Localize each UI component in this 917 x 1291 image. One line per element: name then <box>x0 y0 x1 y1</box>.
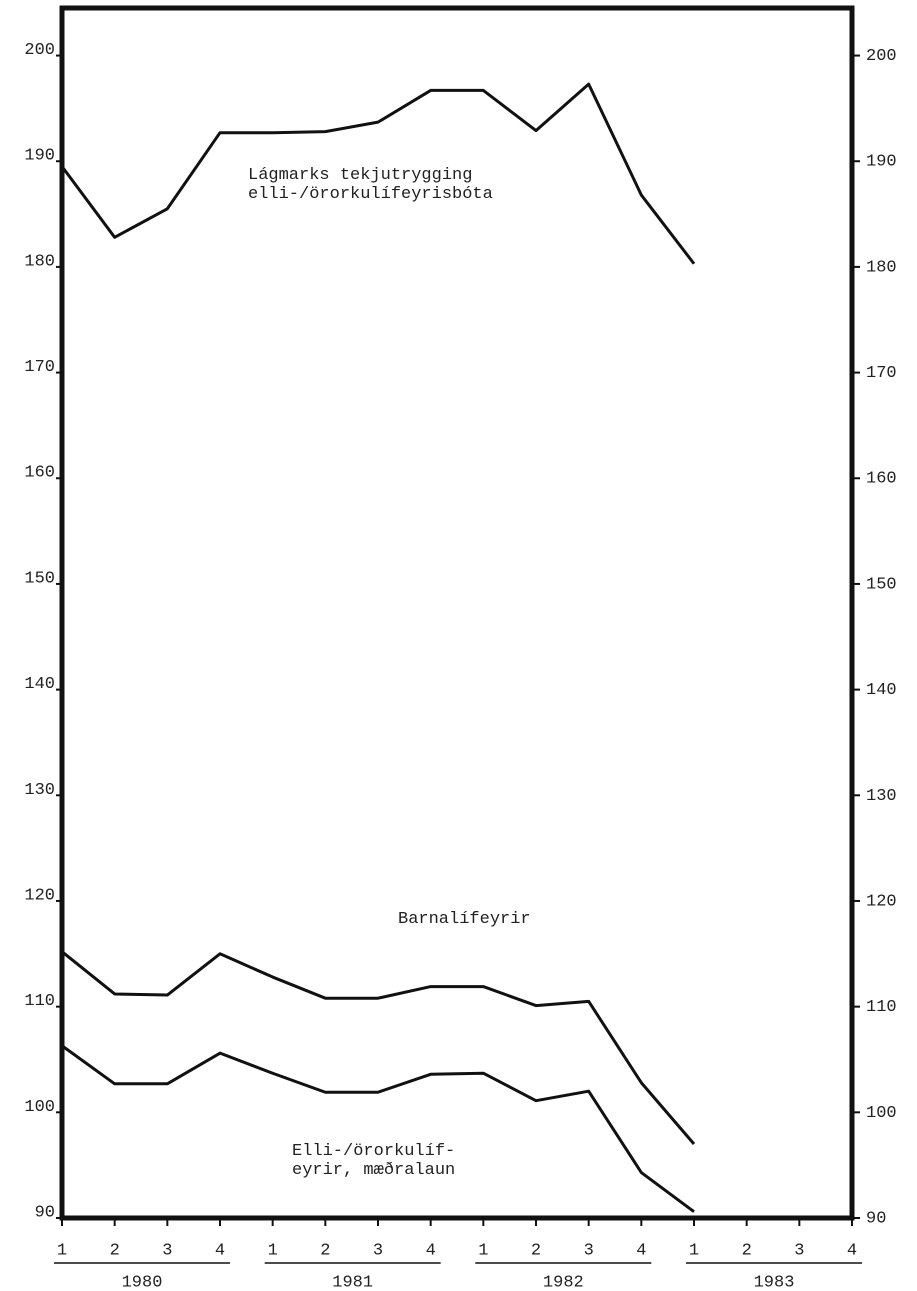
y2-tick-label: 160 <box>866 470 897 489</box>
x-tick-label: 2 <box>110 1241 120 1260</box>
y2-tick-label: 130 <box>866 787 897 806</box>
x-tick-label: 4 <box>426 1241 436 1260</box>
y-tick-label: 120 <box>24 886 55 905</box>
x-tick-label: 1 <box>57 1241 67 1260</box>
x-tick-label: 3 <box>162 1241 172 1260</box>
year-label: 1983 <box>754 1273 795 1291</box>
y-tick-label: 130 <box>24 781 55 800</box>
series-line <box>61 1044 695 1213</box>
x-tick-label: 4 <box>847 1241 857 1260</box>
series-line <box>61 950 696 1146</box>
y-tick-label: 170 <box>24 358 55 377</box>
y2-tick-label: 100 <box>866 1104 897 1123</box>
x-tick-label: 2 <box>320 1241 330 1260</box>
series-line <box>60 82 696 265</box>
y-tick-label: 190 <box>24 147 55 166</box>
y2-tick-label: 150 <box>866 575 897 594</box>
y-tick-label: 160 <box>24 464 55 483</box>
series-label: Lágmarks tekjutrygging elli-/örorkulífey… <box>248 166 493 204</box>
y2-tick-label: 190 <box>866 153 897 172</box>
series-label: Barnalífeyrir <box>398 910 531 929</box>
x-tick-label: 2 <box>531 1241 541 1260</box>
y2-tick-label: 200 <box>866 47 897 66</box>
y2-tick-label: 120 <box>866 892 897 911</box>
y2-tick-label: 170 <box>866 364 897 383</box>
x-tick-label: 4 <box>215 1241 225 1260</box>
y-tick-label: 200 <box>24 41 55 60</box>
plot-frame <box>59 5 855 1221</box>
y-tick-label: 180 <box>24 252 55 271</box>
x-tick-label: 1 <box>478 1241 488 1260</box>
x-tick-label: 2 <box>742 1241 752 1260</box>
x-tick-label: 4 <box>636 1241 646 1260</box>
y-tick-label: 100 <box>24 1098 55 1117</box>
x-tick-label: 3 <box>584 1241 594 1260</box>
x-tick-label: 3 <box>794 1241 804 1260</box>
series-label: Elli-/örorkulíf- eyrir, mæðralaun <box>292 1142 456 1180</box>
y-tick-label: 150 <box>24 569 55 588</box>
y2-tick-label: 110 <box>866 998 897 1017</box>
y2-tick-label: 180 <box>866 258 897 277</box>
x-tick-label: 1 <box>689 1241 699 1260</box>
y-tick-label: 140 <box>24 675 55 694</box>
year-label: 1981 <box>332 1273 373 1291</box>
year-label: 1980 <box>122 1273 163 1291</box>
x-tick-label: 3 <box>373 1241 383 1260</box>
year-label: 1982 <box>543 1273 584 1291</box>
y2-tick-label: 140 <box>866 681 897 700</box>
y-tick-label: 110 <box>24 992 55 1011</box>
x-tick-label: 1 <box>268 1241 278 1260</box>
y2-tick-label: 90 <box>866 1209 886 1228</box>
y-tick-label: 90 <box>35 1203 55 1222</box>
